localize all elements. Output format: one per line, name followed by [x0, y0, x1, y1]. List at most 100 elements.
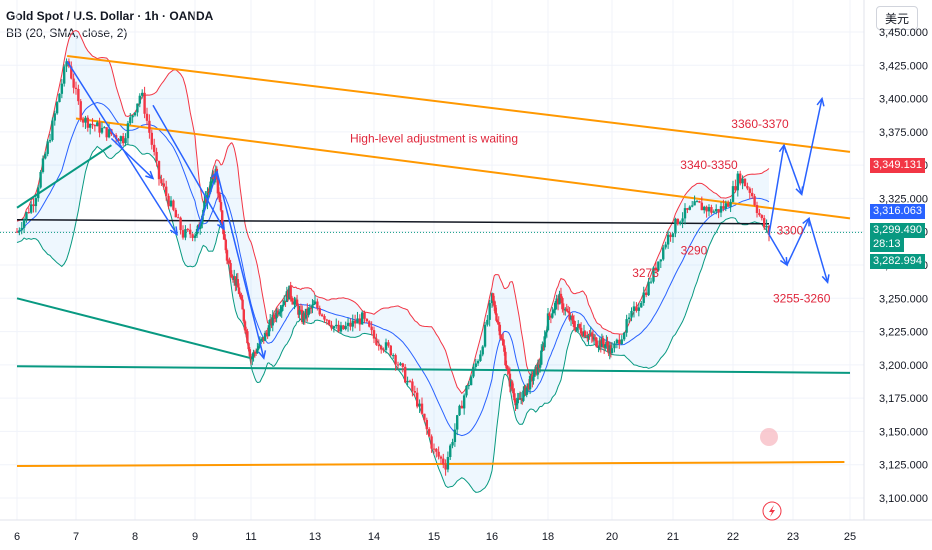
candle-body [559, 293, 563, 299]
candle-body [136, 103, 139, 113]
candle-body [150, 132, 153, 145]
candle-body [34, 198, 38, 207]
candle-body [41, 158, 45, 172]
candle-body [25, 212, 28, 220]
candle-body [242, 309, 245, 322]
candle-body [579, 327, 583, 334]
candle-body [330, 324, 333, 329]
arrow-head [821, 274, 830, 284]
candle-body [578, 324, 581, 328]
x-tick-label: 13 [309, 531, 321, 543]
forecast-arrows[interactable] [66, 60, 830, 360]
candle-body [81, 119, 85, 123]
candle-body [731, 186, 735, 202]
candle-body [703, 206, 706, 211]
candle-body [217, 193, 221, 195]
candle-body [294, 299, 297, 302]
candle-body [277, 312, 281, 315]
candle-body [396, 364, 400, 366]
arrow-segment [216, 171, 265, 359]
candle-body [15, 231, 19, 233]
candle-body [174, 209, 177, 218]
candle-body [370, 326, 373, 331]
candle-body [286, 291, 290, 300]
time-axis[interactable]: 6 7 8 9 11 13 14 15 16 18 20 21 22 23 25 [14, 531, 856, 543]
candle-body [257, 346, 260, 349]
candle-body [399, 363, 402, 365]
candle-body [239, 293, 242, 297]
candle-body [206, 191, 209, 203]
annotation-label: 3255-3260 [773, 291, 831, 305]
candle-body [29, 204, 33, 213]
candle-body [256, 348, 259, 354]
y-tick-label: 3,175.000 [879, 393, 928, 405]
teal-diagonal [16, 297, 252, 360]
candle-body [538, 364, 542, 368]
candle-body [662, 247, 665, 260]
candle-body [337, 324, 340, 332]
y-tick-label: 3,150.000 [879, 426, 928, 438]
candle-body [666, 234, 670, 245]
lightning-icon[interactable] [762, 501, 782, 521]
trend-lines[interactable] [0, 54, 864, 468]
candle-body [266, 332, 269, 337]
candle-body [610, 348, 614, 354]
candle-body [275, 310, 278, 319]
x-tick-label: 8 [132, 531, 138, 543]
candle-body [306, 308, 309, 316]
candle-body [98, 122, 101, 133]
candle-body [657, 261, 660, 271]
candle-body [313, 301, 317, 305]
candle-body [279, 311, 282, 313]
arrow-segment [110, 137, 154, 179]
bottom-support-orange [16, 461, 845, 468]
bb-basis-tag: 3,316.063 [870, 204, 925, 219]
candle-body [191, 234, 194, 238]
candle-body [298, 309, 301, 315]
candle-body [145, 113, 149, 121]
candle-body [289, 285, 292, 298]
candle-body [248, 349, 251, 357]
candle-body [308, 307, 312, 309]
candle-body [499, 335, 503, 338]
candle-body [674, 218, 677, 234]
candle-body [65, 61, 68, 67]
candle-body [246, 331, 249, 344]
candle-body [332, 326, 336, 329]
indicator-legend[interactable]: BB (20, SMA, close, 2) [6, 26, 128, 40]
candle-body [554, 302, 557, 311]
candle-body [497, 322, 500, 325]
teal-support [16, 365, 851, 374]
candle-body [269, 319, 272, 326]
candle-body [734, 186, 737, 191]
candle-body [552, 310, 555, 314]
candle-body [253, 352, 257, 354]
candle-body [63, 66, 66, 84]
candle-body [295, 299, 299, 306]
candle-body [209, 181, 212, 192]
candle-body [562, 309, 566, 311]
candle-body [372, 330, 376, 339]
arrow-segment [800, 98, 823, 195]
y-tick-label: 3,400.000 [879, 94, 928, 106]
candle-body [581, 333, 584, 337]
x-tick-label: 14 [368, 531, 380, 543]
arrow-head [816, 96, 825, 107]
arrow-head [216, 221, 225, 231]
candle-body [681, 218, 684, 222]
candle-body [267, 325, 271, 337]
candle-body [401, 363, 404, 367]
candle-body [186, 229, 189, 231]
candle-body [229, 263, 232, 275]
candle-body [467, 385, 470, 387]
candle-body [283, 300, 286, 305]
candle-body [505, 365, 508, 369]
candle-body [141, 92, 144, 96]
candle-body [606, 341, 609, 347]
candle-body [318, 307, 321, 315]
candle-body [765, 226, 768, 228]
candle-body [625, 319, 628, 333]
arrow-segment [152, 104, 225, 230]
currency-button[interactable]: 美元 [876, 6, 918, 30]
